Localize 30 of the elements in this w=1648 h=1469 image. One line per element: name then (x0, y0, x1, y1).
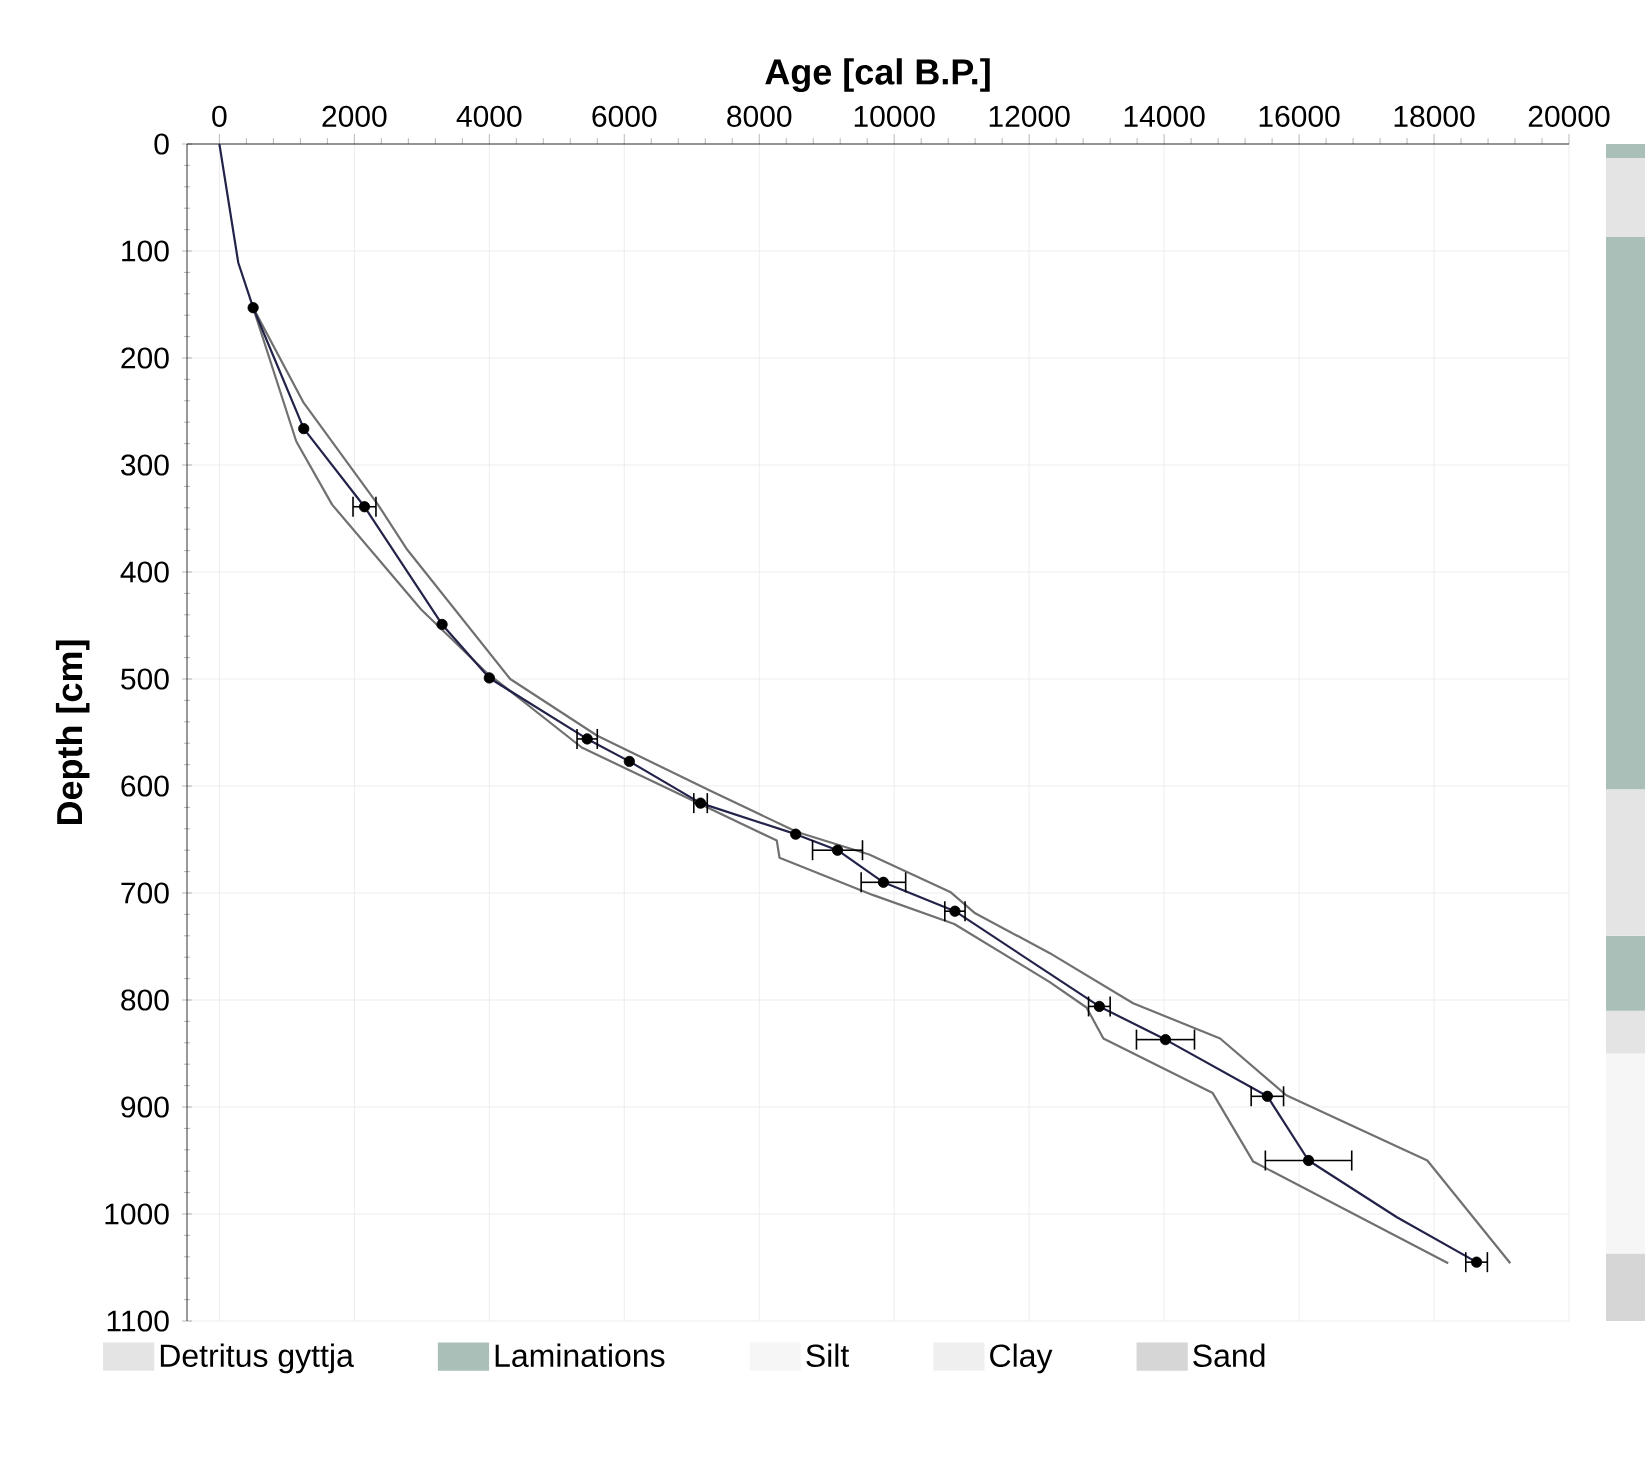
y-tick-label: 900 (121, 1096, 169, 1118)
legend-label: Laminations (495, 1343, 665, 1368)
y-tick-label: 700 (121, 882, 169, 904)
y-tick-label: 1100 (107, 1310, 169, 1332)
x-tick-label: 2000 (322, 105, 387, 127)
x-tick-label: 16000 (1259, 105, 1340, 127)
y-tick-label: 300 (121, 454, 169, 476)
x-tick-label: 8000 (727, 105, 792, 127)
y-tick-label: 500 (121, 668, 169, 690)
x-tick-label: 20000 (1528, 105, 1610, 127)
x-tick-label: 0 (212, 105, 227, 127)
y-tick-label: 1000 (105, 1203, 169, 1225)
legend-label: Clay (990, 1343, 1053, 1374)
y-tick-label: 200 (121, 347, 169, 369)
legend-label: Silt (806, 1343, 850, 1368)
y-tick-label: 400 (120, 561, 169, 583)
legend-label: Detritus gyttja (160, 1343, 354, 1374)
y-tick-label: 0 (154, 133, 169, 155)
legend-label: Sand (1193, 1343, 1265, 1368)
y-tick-label: 100 (122, 240, 169, 262)
x-tick-label: 18000 (1394, 105, 1475, 127)
x-tick-label: 6000 (592, 105, 657, 127)
y-tick-label: 800 (121, 989, 169, 1011)
y-tick-label: 600 (121, 775, 169, 797)
x-axis-title: Age [cal B.P.] (765, 58, 990, 92)
x-tick-label: 10000 (854, 105, 935, 127)
x-tick-label: 14000 (1124, 105, 1205, 127)
y-axis-title: Depth [cm] (55, 640, 90, 825)
x-tick-label: 4000 (456, 105, 522, 127)
x-tick-label: 12000 (989, 105, 1070, 127)
